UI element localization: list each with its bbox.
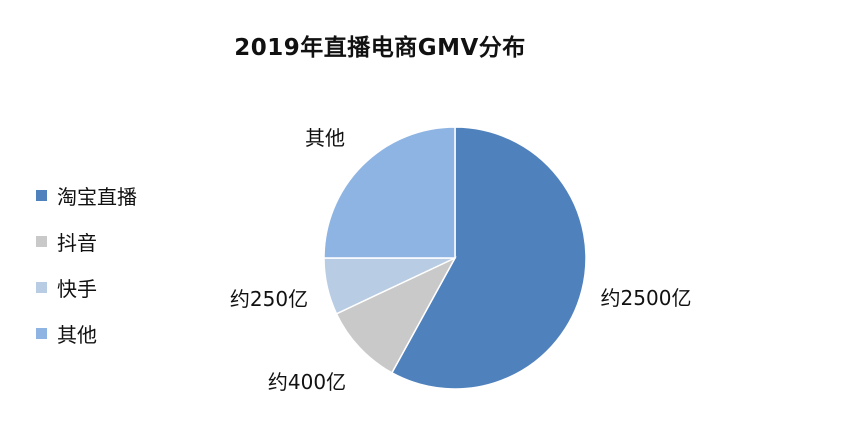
legend: 淘宝直播 抖音 快手 其他 — [36, 172, 137, 356]
chart-title: 2019年直播电商GMV分布 — [234, 35, 526, 61]
slice-label-taobao: 约2500亿 — [601, 286, 692, 310]
slice-label-douyin: 约400亿 — [268, 370, 346, 394]
slice-other — [323, 126, 456, 259]
legend-swatch-taobao — [36, 189, 47, 201]
legend-item-douyin: 抖音 — [36, 218, 137, 264]
legend-item-other: 其他 — [36, 310, 137, 356]
slice-label-other: 其他 — [305, 126, 345, 150]
slice-douyin — [335, 256, 457, 374]
slice-label-kuaishou: 约250亿 — [230, 287, 308, 311]
legend-swatch-other — [36, 327, 47, 339]
legend-item-kuaishou: 快手 — [36, 264, 137, 310]
legend-item-taobao: 淘宝直播 — [36, 172, 137, 218]
legend-swatch-douyin — [36, 235, 47, 247]
slice-taobao — [390, 126, 587, 390]
legend-label-douyin: 抖音 — [57, 230, 97, 255]
legend-label-other: 其他 — [57, 322, 97, 347]
legend-swatch-kuaishou — [36, 281, 47, 293]
legend-label-kuaishou: 快手 — [57, 276, 97, 301]
legend-label-taobao: 淘宝直播 — [57, 184, 137, 209]
